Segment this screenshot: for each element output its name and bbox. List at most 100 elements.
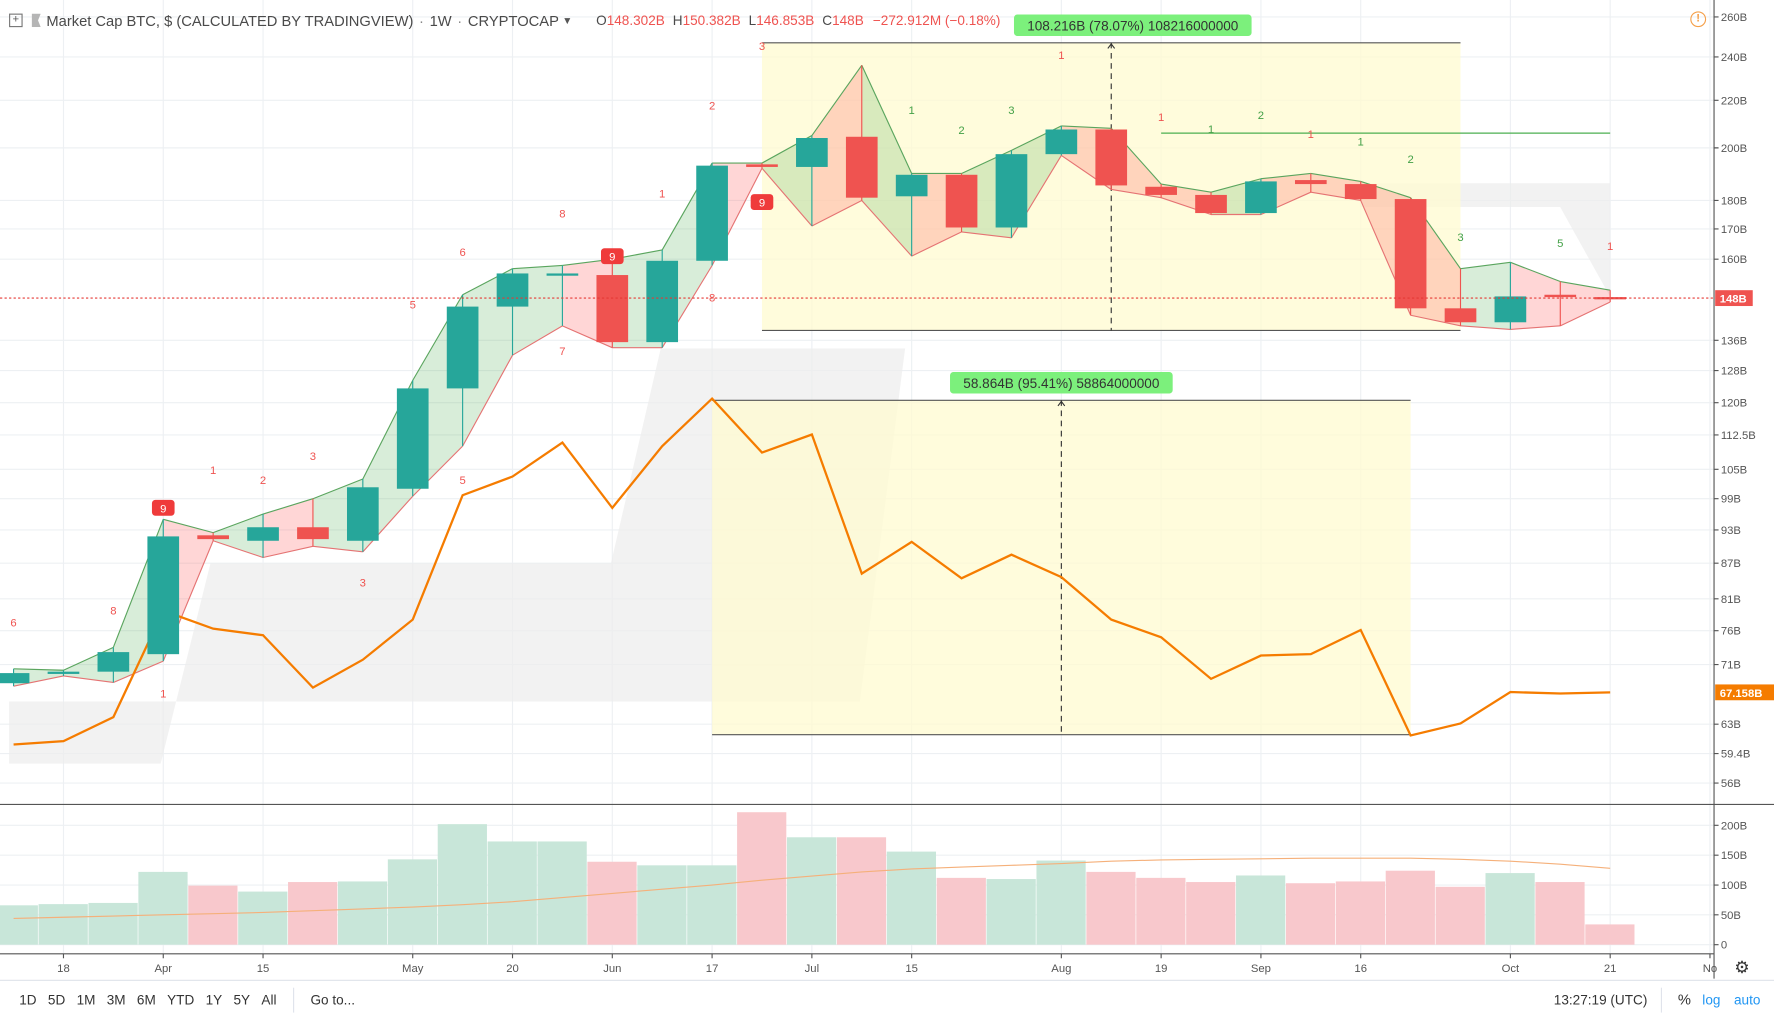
candle-body [1145,186,1177,195]
candle [0,668,30,687]
volume-bar [1485,873,1535,945]
price-range-label-box [950,371,1173,394]
gear-icon[interactable]: ⚙ [1734,958,1750,978]
price-tick-label: 105B [1721,464,1747,476]
candle-body [1444,308,1477,323]
candle [1394,197,1427,316]
chevron-down-icon[interactable]: ▼ [562,14,573,27]
time-tick-label: Sep [1251,963,1271,975]
band-lower-line [63,675,114,684]
band-upper-line [1210,178,1262,193]
candle-body [247,527,279,541]
range-6m-button[interactable]: 6M [136,991,156,1008]
volume-bar [487,841,537,945]
candle [845,65,878,201]
band-upper-line [861,65,913,174]
td-badge [151,499,175,516]
volume-bar [1585,924,1635,945]
volume-bar [836,837,887,945]
candle [746,163,778,169]
band-upper-line [1560,280,1611,291]
volume-bar [637,865,687,945]
log-scale-toggle[interactable]: log [1702,991,1721,1008]
time-tick-label: May [402,963,424,975]
volume-bar [38,904,88,945]
utc-clock[interactable]: 13:27:19 (UTC) [1553,991,1648,1008]
plus-square-icon[interactable]: + [9,13,23,28]
volume-tick-label: 150B [1721,850,1747,862]
td-count-label: 1 [909,105,915,117]
candle [1195,192,1227,215]
band-upper-line [1510,261,1561,283]
price-tick-label: 260B [1721,12,1747,24]
range-all-button[interactable]: All [261,991,277,1008]
td-count-label: 8 [559,208,565,220]
separator: · [419,11,424,29]
volume-bar [1086,871,1136,945]
volume-bar [1136,877,1186,945]
exclamation-circle-icon[interactable]: ! [1690,11,1707,28]
volume-bar [1285,883,1336,945]
band-lower-line [312,545,363,553]
volume-bar [387,859,438,945]
band-lower-line [362,495,414,553]
candle [1594,290,1627,302]
td-count-label: 2 [1407,154,1413,166]
volume-bar [288,882,338,945]
candle [1294,173,1327,193]
flag-icon[interactable] [31,13,41,28]
volume-bar [786,837,837,945]
range-5d-button[interactable]: 5D [47,991,66,1008]
range-ytd-button[interactable]: YTD [167,991,195,1008]
price-tick-label: 120B [1721,398,1747,410]
time-tick-label: 19 [1155,963,1168,975]
price-tick-label: 128B [1721,366,1747,378]
symbol-name[interactable]: Market Cap BTC, $ (CALCULATED BY TRADING… [46,11,414,29]
candle [197,532,229,541]
td-count-label: 3 [1008,105,1014,117]
volume-bar [1335,881,1386,945]
candle-body [1594,297,1627,300]
candle [945,173,978,232]
interval[interactable]: 1W [429,11,452,29]
go-to-button[interactable]: Go to... [310,991,356,1008]
band-lower-line [1510,325,1561,330]
volume-ma-line [13,857,1611,920]
symbol-legend: + Market Cap BTC, $ (CALCULATED BY TRADI… [9,10,1000,30]
price-tick-label: 56B [1721,778,1741,790]
price-tick-label: 63B [1721,719,1741,731]
exchange[interactable]: CRYPTOCAP [467,11,559,29]
candle [346,478,379,552]
price-tick-label: 180B [1721,195,1747,207]
td-count-label: 6 [10,618,16,630]
td-count-label: 3 [360,578,366,590]
candle [396,380,429,497]
band-segment [213,514,264,558]
band-upper-line [811,64,863,136]
range-5y-button[interactable]: 5Y [233,991,251,1008]
range-1d-button[interactable]: 1D [19,991,37,1008]
candle [796,135,828,227]
high-label: H [672,12,683,29]
price-range-label: 58.864B (95.41%) 58864000000 [963,376,1160,391]
candle-body [1195,194,1227,214]
price-tick-label: 59.4B [1721,749,1751,761]
open-value: 148.302B [606,12,665,29]
candle [446,294,479,447]
band-lower-line [562,325,613,349]
candle [696,163,728,266]
price-tick-label: 220B [1721,95,1747,107]
percent-scale-toggle[interactable]: % [1677,991,1691,1009]
band-lower-line [1460,325,1511,330]
candle [1344,181,1377,201]
candle-body [47,671,80,674]
price-tick-label: 170B [1721,224,1747,236]
td-badge-label: 9 [160,503,166,515]
range-1m-button[interactable]: 1M [76,991,96,1008]
candle-body [496,273,529,307]
band-upper-line [13,668,64,671]
auto-scale-toggle[interactable]: auto [1733,991,1761,1008]
range-3m-button[interactable]: 3M [106,991,126,1008]
range-1y-button[interactable]: 1Y [205,991,223,1008]
